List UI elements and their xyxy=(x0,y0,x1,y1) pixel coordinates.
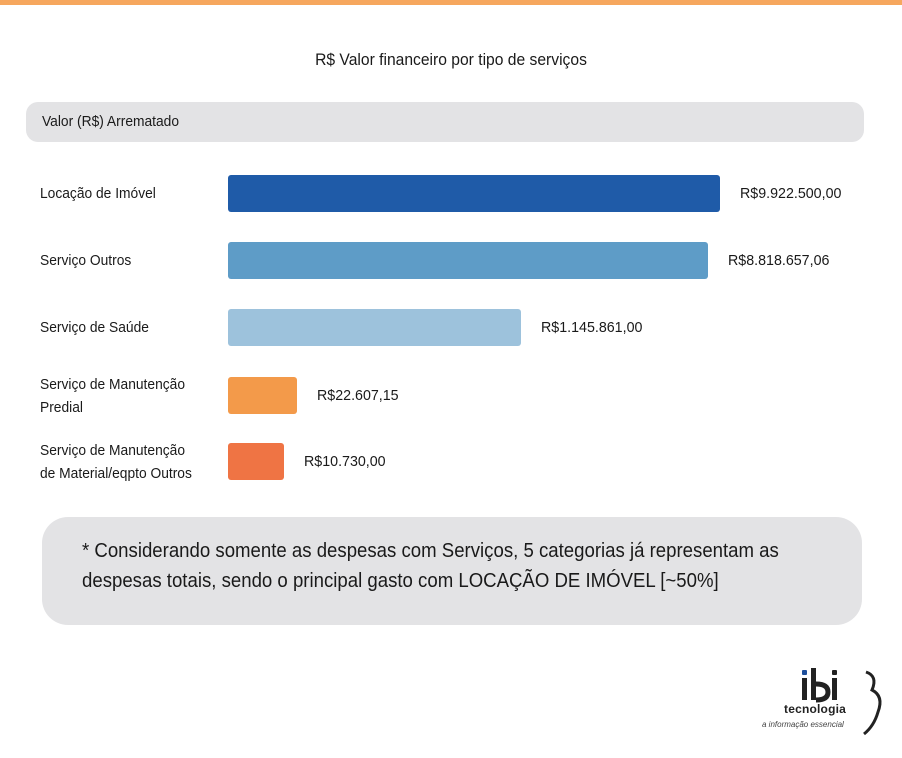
bar xyxy=(228,309,522,346)
logo-name: tecnologia xyxy=(784,702,847,716)
note-box: * Considerando somente as despesas com S… xyxy=(42,517,862,625)
top-accent-bar xyxy=(0,0,902,5)
logo-tagline: a informação essencial xyxy=(762,720,844,729)
bar xyxy=(228,242,709,279)
bar xyxy=(228,377,297,414)
category-label: Serviço de Manutenção de Material/eqpto … xyxy=(40,441,192,482)
company-logo: tecnologia a informação essencial xyxy=(760,664,890,744)
category-label: Locação de Imóvel xyxy=(40,185,156,202)
chart-title: R$ Valor financeiro por tipo de serviços xyxy=(315,50,587,69)
category-label: Serviço Outros xyxy=(40,252,132,269)
value-label: R$1.145.861,00 xyxy=(541,318,643,336)
value-label: R$22.607,15 xyxy=(316,386,399,404)
note-text: * Considerando somente as despesas com S… xyxy=(82,540,779,592)
bar xyxy=(228,443,284,480)
category-label: Serviço de Saúde xyxy=(40,319,149,336)
value-label: R$9.922.500,00 xyxy=(740,184,842,202)
bar xyxy=(228,175,720,212)
value-label: R$8.818.657,06 xyxy=(728,251,830,269)
metric-header: Valor (R$) Arrematado xyxy=(26,102,864,142)
metric-label: Valor (R$) Arrematado xyxy=(42,113,180,130)
category-label: Serviço de Manutenção Predial xyxy=(40,375,186,416)
bar-chart: Locação de Imóvel R$9.922.500,00 Serviço O… xyxy=(40,175,842,482)
value-label: R$10.730,00 xyxy=(304,452,386,470)
logo-dot-accent xyxy=(802,670,807,675)
logo-mark-icon xyxy=(802,668,882,736)
